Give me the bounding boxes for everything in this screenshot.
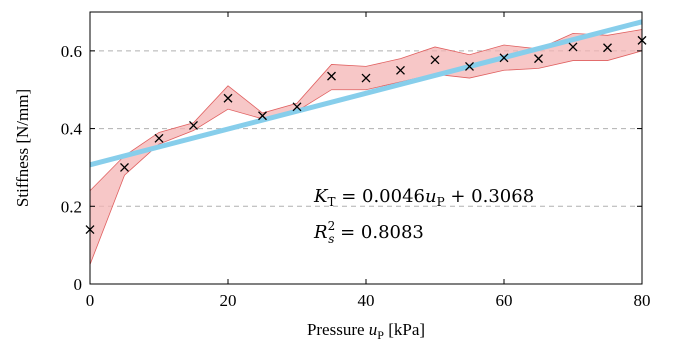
x-axis-label: Pressure uP [kPa]: [307, 320, 425, 342]
data-point: [465, 61, 474, 71]
axis-labels: Pressure uP [kPa] Stiffness [N/mm]: [13, 89, 425, 342]
data-point: [603, 43, 612, 53]
data-point: [120, 162, 129, 172]
data-point: [189, 121, 198, 130]
fit-equation: KT = 0.0046uP + 0.3068: [313, 186, 534, 209]
r-squared: R2 s = 0.8083: [313, 219, 424, 246]
data-point: [154, 133, 164, 143]
x-tick-label: 0: [86, 291, 95, 310]
y-tick-label: 0: [74, 275, 83, 294]
data-point: [292, 102, 302, 112]
data-point: [430, 55, 440, 65]
fit-equation-annotation: KT = 0.0046uP + 0.3068 R2 s = 0.8083: [313, 186, 534, 246]
y-tick-label: 0.4: [61, 120, 83, 139]
data-point: [258, 111, 267, 121]
y-tick-label: 0.6: [61, 42, 82, 61]
data-markers: [85, 35, 647, 235]
y-tick-label: 0.2: [61, 197, 82, 216]
data-point: [361, 73, 371, 83]
axis-ticks: 0 20 40 60 80 0 0.2 0.4 0.6: [61, 12, 651, 310]
data-point: [568, 42, 578, 52]
x-tick-label: 20: [220, 291, 237, 310]
x-tick-label: 40: [358, 291, 375, 310]
data-point: [223, 93, 233, 103]
data-point: [327, 71, 336, 81]
data-point: [499, 53, 509, 63]
fit-line: [89, 19, 643, 168]
data-point: [534, 54, 543, 64]
x-tick-label: 80: [634, 291, 651, 310]
data-point: [396, 65, 405, 75]
x-tick-label: 60: [496, 291, 513, 310]
y-axis-label: Stiffness [N/mm]: [13, 89, 32, 207]
fit-line-path: [89, 19, 643, 168]
